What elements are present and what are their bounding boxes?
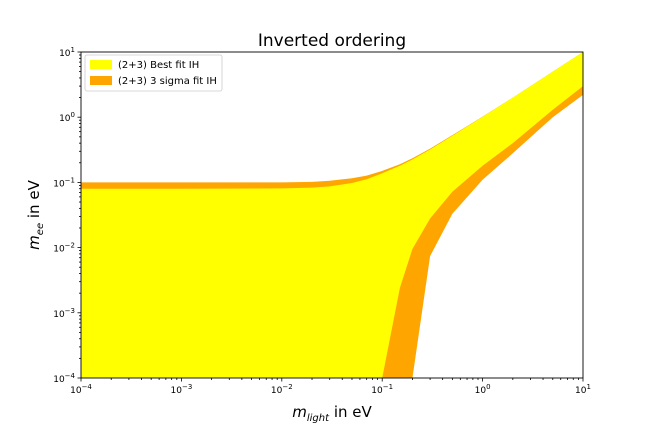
y-tick-label-1: 10−3 [53, 307, 75, 320]
y-axis-label: mee in eV [25, 179, 46, 249]
legend-box [84, 54, 223, 92]
tick-layer: 10−4 10−3 10−2 10−1 100 101 10−4 10−3 10−2 10−1 10… [53, 46, 591, 396]
legend-label-best-fit: (2+3) Best fit IH [118, 60, 199, 71]
y-tick-label-4: 100 [59, 111, 75, 124]
chart-title: Inverted ordering [258, 31, 406, 51]
x-axis-label-subscript: light [307, 413, 330, 424]
x-tick-label-3: 10−1 [371, 383, 393, 396]
x-tick-label-5: 101 [575, 383, 591, 396]
x-axis-label-symbol: m [292, 403, 307, 421]
x-axis-label: mlight in eV [292, 403, 372, 424]
legend-swatch-3sigma [90, 76, 112, 85]
y-axis-label-subscript: ee [35, 223, 46, 235]
x-tick-label-0: 10−4 [70, 383, 92, 396]
x-tick-label-2: 10−2 [271, 383, 293, 396]
legend: (2+3) Best fit IH (2+3) 3 sigma fit IH [84, 54, 223, 92]
y-tick-label-2: 10−2 [53, 242, 75, 255]
band-layer [81, 52, 583, 378]
legend-swatch-best-fit [90, 60, 112, 69]
band-1 [81, 52, 583, 378]
legend-label-3sigma: (2+3) 3 sigma fit IH [118, 76, 217, 87]
y-tick-label-0: 10−4 [53, 372, 75, 385]
x-axis-label-suffix: in eV [329, 403, 372, 421]
y-axis-label-suffix: in eV [25, 179, 43, 222]
y-axis-label-symbol: m [25, 235, 43, 250]
x-tick-label-1: 10−3 [171, 383, 193, 396]
y-tick-label-3: 10−1 [53, 176, 75, 189]
plot-frame [80, 51, 584, 379]
x-tick-label-4: 100 [475, 383, 491, 396]
y-tick-label-5: 101 [59, 46, 75, 59]
